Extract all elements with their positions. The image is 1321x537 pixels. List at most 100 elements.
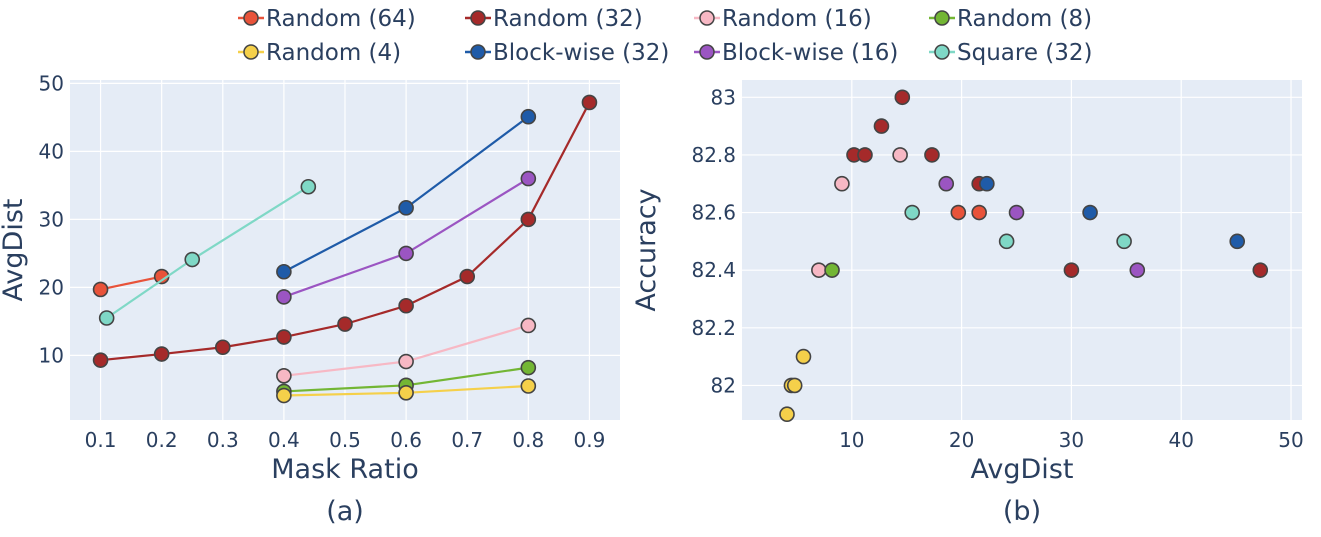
panel-b-data-point (795, 348, 812, 365)
panel-b-data-point (811, 262, 827, 278)
panel-b-data-point (786, 377, 803, 394)
panel-b-y-tick-label: 82.2 (691, 316, 736, 340)
legend-label: Block-wise (16) (722, 40, 898, 66)
panel-a-y-tick-label: 30 (39, 207, 64, 231)
panel-a-data-point (184, 251, 201, 268)
panel-a-data-point (300, 178, 317, 195)
panel-b-data-point (938, 175, 955, 192)
panel-a-x-tick-label: 0.1 (85, 428, 117, 452)
panel-a-series-square-32 (98, 178, 317, 326)
legend-item-block-wise-32[interactable]: Block-wise (32) (465, 40, 669, 66)
panel-a-series-random-4 (276, 378, 537, 404)
panel-b-data-point (971, 204, 987, 221)
panel-a-y-axis-title: AvgDist (0, 199, 29, 302)
panel-b-x-tick-label: 20 (949, 428, 974, 452)
panel-b-label: (b) (1003, 496, 1041, 527)
panel-b-x-tick-label: 50 (1278, 428, 1303, 452)
panel-a-data-point (459, 268, 476, 285)
panel-a-x-tick-label: 0.2 (146, 428, 178, 452)
legend-item-square-32[interactable]: Square (32) (929, 40, 1093, 66)
panel-a-data-point (92, 352, 109, 368)
panel-a-data-point (520, 378, 537, 394)
panel-a-series-block-wise-32 (276, 108, 537, 280)
panel-a-x-axis-title: Mask Ratio (271, 454, 418, 485)
panel-a-x-tick-label: 0.8 (512, 428, 544, 452)
panel-b-y-tick-label: 82.4 (691, 258, 736, 282)
panel-a-data-point (276, 263, 292, 280)
panel-b-series-random-64 (950, 204, 987, 221)
panel-a-y-tick-label: 20 (39, 275, 64, 299)
legend-marker (699, 44, 715, 60)
panel-b-y-tick-label: 83 (711, 85, 736, 109)
panel-a-series-random-16 (276, 317, 537, 384)
panel-b-series-square-32 (904, 204, 1132, 250)
panel-a-data-point (153, 346, 170, 362)
legend-marker (470, 10, 486, 26)
legend-label: Square (32) (957, 40, 1093, 66)
panel-a-x-tick-label: 0.3 (207, 428, 239, 452)
legend-item-random-64[interactable]: Random (64) (238, 6, 416, 32)
panel-b-data-point (1063, 262, 1080, 278)
panel-b-data-point (1252, 262, 1269, 278)
panel-b-data-point (904, 204, 920, 221)
panel-b-data-point (1129, 262, 1146, 278)
panel-b-y-tick-label: 82.6 (691, 201, 736, 225)
panel-a-data-point (520, 108, 537, 125)
legend-marker (699, 10, 715, 26)
panel-b-series-block-wise-32 (979, 175, 1246, 250)
legend-item-block-wise-16[interactable]: Block-wise (16) (694, 40, 898, 66)
panel-b-data-point (834, 175, 850, 192)
panel-b-y-tick-label: 82 (711, 373, 736, 397)
legend-label: Random (32) (493, 6, 643, 32)
panel-b-series-block-wise-16 (938, 175, 1146, 278)
panel-a-series (92, 94, 598, 404)
panel-a-y-tick-label: 10 (39, 343, 64, 367)
panel-b-x-axis-title: AvgDist (971, 454, 1074, 485)
panel-b-series-random-4 (779, 348, 812, 423)
panel-a-data-point (398, 353, 414, 370)
panel-a-data-point (276, 329, 292, 345)
panel-b-y-tick-label: 82.8 (691, 143, 736, 167)
panel-a-data-point (276, 387, 292, 404)
legend-marker (243, 10, 259, 26)
panel-a-data-point (520, 317, 537, 334)
panel-a-x-tick-label: 0.5 (329, 428, 361, 452)
panel-a-y-tick-label: 40 (39, 139, 64, 163)
panel-a-series-line (100, 275, 162, 291)
panel-a-data-point (337, 316, 353, 332)
panel-a-data-point (398, 200, 414, 216)
legend-item-random-32[interactable]: Random (32) (465, 6, 643, 32)
legend-item-random-4[interactable]: Random (4) (238, 40, 401, 66)
panel-b-ticks: 10 20 30 40 50 82 82.2 82.4 82.6 82.8 83 (691, 85, 1303, 452)
panel-a-data-point (276, 367, 292, 384)
panel-b-x-tick-label: 40 (1168, 428, 1193, 452)
legend-item-random-8[interactable]: Random (8) (929, 6, 1092, 32)
panel-b-data-point (779, 406, 795, 423)
panel-a-data-point (214, 339, 231, 356)
legend-marker (934, 44, 950, 60)
panel-b-series-random-16 (811, 147, 908, 278)
panel-b-data-point (1116, 233, 1132, 250)
panel-b-data-point (950, 204, 967, 221)
panel-a-y-tick-label: 50 (39, 71, 64, 95)
legend-marker (934, 10, 950, 26)
legend-label: Block-wise (32) (493, 40, 669, 66)
panel-a-label: (a) (326, 496, 364, 527)
panel-a-data-point (398, 297, 414, 314)
legend-marker (470, 44, 486, 60)
legend-item-random-16[interactable]: Random (16) (694, 6, 872, 32)
legend-label: Random (8) (957, 6, 1092, 32)
panel-b-data-point (1008, 204, 1025, 221)
panel-a-data-point (520, 359, 537, 376)
legend-label: Random (4) (266, 40, 401, 66)
panel-b-data-point (998, 233, 1015, 250)
panel-b-series-random-8 (824, 262, 840, 278)
panel-b-data-point (824, 262, 840, 278)
panel-b-data-point (924, 147, 940, 163)
panel-a-data-point (520, 211, 537, 228)
panel-b-chart: 10 20 30 40 50 82 82.2 82.4 82.6 82.8 83 AvgDist A… (631, 80, 1304, 527)
panel-a-series-random-32 (92, 94, 598, 368)
panel-a-series-block-wise-16 (276, 170, 537, 305)
panel-a-data-point (276, 289, 292, 305)
